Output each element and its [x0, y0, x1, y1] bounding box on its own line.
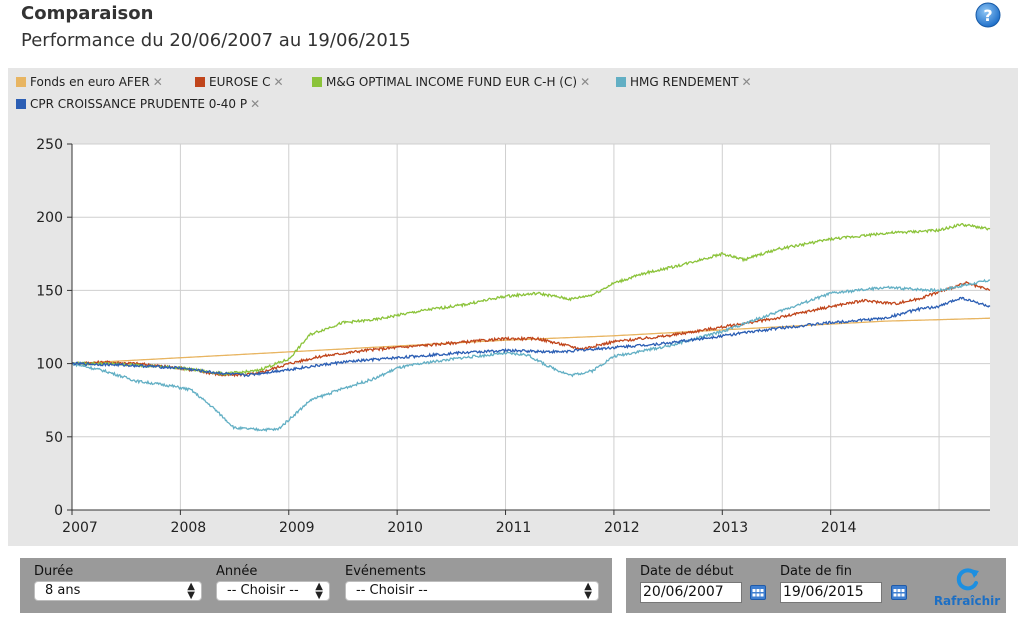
legend-item-hmg: HMG RENDEMENT ✕	[616, 74, 752, 90]
remove-series-icon[interactable]: ✕	[741, 75, 752, 89]
legend-swatch	[616, 77, 626, 87]
duree-select[interactable]: 8 ans ▲ ▼	[34, 581, 202, 601]
legend-item-cpr: CPR CROISSANCE PRUDENTE 0-40 P ✕	[16, 96, 260, 112]
period-controls: Durée 8 ans ▲ ▼ Année -- Choisir -- ▲ ▼ Ev…	[20, 558, 612, 613]
refresh-icon	[956, 568, 979, 591]
legend-label: EUROSE C	[209, 75, 271, 89]
x-tick-label: 2011	[496, 520, 532, 536]
select-arrows-icon: ▲ ▼	[315, 581, 323, 601]
chart-panel: Fonds en euro AFER ✕ EUROSE C ✕ M&G OPTI…	[8, 68, 1018, 546]
annee-value: -- Choisir --	[227, 583, 299, 598]
select-arrows-icon: ▲ ▼	[187, 581, 195, 601]
series-line-3	[71, 223, 991, 377]
legend-swatch	[16, 99, 26, 109]
series-group	[71, 223, 991, 433]
legend-item-eurose: EUROSE C ✕	[195, 74, 284, 90]
date-fin-input[interactable]: 19/06/2015	[780, 582, 882, 603]
legend-swatch	[16, 77, 26, 87]
annee-label: Année	[216, 564, 258, 579]
remove-series-icon[interactable]: ✕	[580, 75, 591, 89]
axes: 0 50 100 150 200 250 2007 2008 2009 2010 2011 2012 2…	[36, 137, 990, 536]
legend-label: CPR CROISSANCE PRUDENTE 0-40 P	[30, 97, 248, 111]
series-line-4	[71, 278, 991, 433]
series-line-5	[71, 296, 991, 378]
series-line-1	[72, 317, 990, 365]
calendar-icon[interactable]	[891, 584, 907, 600]
duree-label: Durée	[34, 564, 74, 579]
legend-item-mg-optimal: M&G OPTIMAL INCOME FUND EUR C-H (C) ✕	[312, 74, 590, 90]
y-tick-label: 100	[36, 357, 63, 373]
page-subtitle: Performance du 20/06/2007 au 19/06/2015	[21, 30, 411, 51]
legend-label: Fonds en euro AFER	[30, 75, 150, 89]
y-tick-label: 150	[36, 283, 63, 299]
remove-series-icon[interactable]: ✕	[250, 97, 261, 111]
duree-value: 8 ans	[45, 583, 81, 598]
plot-area	[72, 144, 990, 510]
legend-swatch	[312, 77, 322, 87]
x-tick-label: 2007	[62, 520, 98, 536]
y-tick-label: 250	[36, 137, 63, 153]
refresh-label: Rafraîchir	[933, 594, 1001, 608]
legend-item-afer: Fonds en euro AFER ✕	[16, 74, 163, 90]
legend-label: M&G OPTIMAL INCOME FUND EUR C-H (C)	[326, 75, 578, 89]
evenements-value: -- Choisir --	[356, 583, 428, 598]
legend-label: HMG RENDEMENT	[630, 75, 739, 89]
annee-select[interactable]: -- Choisir -- ▲ ▼	[216, 581, 330, 601]
date-fin-label: Date de fin	[780, 564, 853, 579]
page-title: Comparaison	[21, 3, 154, 24]
remove-series-icon[interactable]: ✕	[273, 75, 284, 89]
x-tick-label: 2010	[387, 520, 423, 536]
x-tick-label: 2012	[604, 520, 640, 536]
date-controls: Date de début 20/06/2007 Date de fin 19/…	[626, 558, 1006, 613]
evenements-label: Evénements	[345, 564, 426, 579]
refresh-button[interactable]: Rafraîchir	[932, 562, 1002, 610]
help-icon[interactable]: ?	[975, 2, 1001, 28]
x-tick-label: 2014	[821, 520, 857, 536]
y-tick-label: 50	[45, 430, 63, 446]
remove-series-icon[interactable]: ✕	[152, 75, 163, 89]
svg-text:?: ?	[983, 6, 992, 25]
y-tick-label: 0	[54, 503, 63, 519]
calendar-icon[interactable]	[750, 584, 766, 600]
date-debut-label: Date de début	[640, 564, 734, 579]
y-tick-label: 200	[36, 210, 63, 226]
select-arrows-icon: ▲ ▼	[584, 581, 592, 601]
legend-swatch	[195, 77, 205, 87]
line-chart: 0 50 100 150 200 250 2007 2008 2009 2010 2011 2012 2…	[36, 137, 991, 536]
date-debut-input[interactable]: 20/06/2007	[640, 582, 742, 603]
x-tick-label: 2009	[279, 520, 315, 536]
x-tick-label: 2008	[171, 520, 207, 536]
x-tick-label: 2013	[712, 520, 748, 536]
evenements-select[interactable]: -- Choisir -- ▲ ▼	[345, 581, 599, 601]
